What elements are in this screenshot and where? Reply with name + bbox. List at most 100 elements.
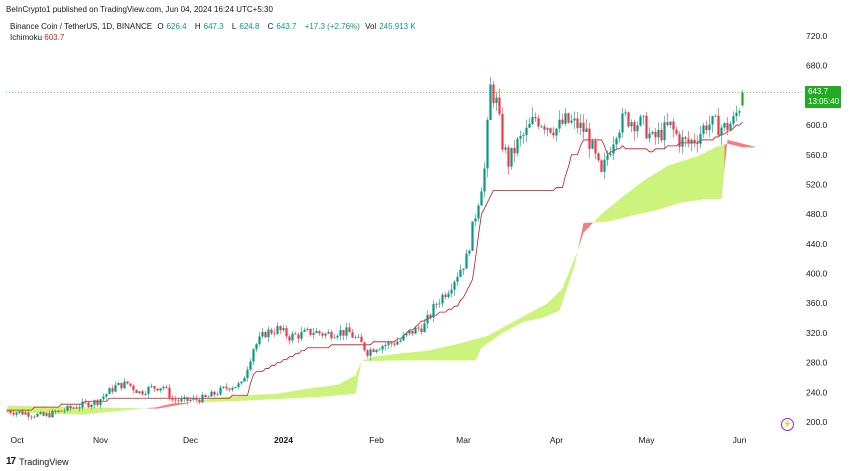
candle-body xyxy=(507,147,510,167)
candle-body xyxy=(543,126,546,130)
candle-body xyxy=(621,113,624,133)
candle-body xyxy=(303,329,306,332)
candle-body xyxy=(588,128,591,149)
candle-body xyxy=(660,129,663,141)
candle-body xyxy=(90,404,93,407)
candle-body xyxy=(180,399,183,402)
candle-body xyxy=(33,416,36,418)
candle-body xyxy=(225,386,228,389)
candle-body xyxy=(12,413,15,415)
candle-body xyxy=(708,124,711,131)
candle-body xyxy=(96,400,99,405)
kumo-bullish-area xyxy=(754,146,785,148)
candle-body xyxy=(162,386,165,389)
candle-body xyxy=(192,397,195,400)
candle-body xyxy=(408,330,411,334)
candle-body xyxy=(342,330,345,336)
baseline-line xyxy=(7,121,743,411)
candle-body xyxy=(654,131,657,138)
candle-body xyxy=(126,381,129,384)
volume-value: 245.913 K xyxy=(379,22,416,31)
candles xyxy=(6,76,744,421)
candle-body xyxy=(567,113,570,123)
candle-body xyxy=(375,349,378,353)
candle-body xyxy=(45,413,48,416)
high-label: H xyxy=(194,22,201,31)
candle-body xyxy=(351,332,354,338)
indicator-legend[interactable]: Ichimoku 603.7 xyxy=(10,33,64,42)
candle-body xyxy=(267,329,270,338)
candle-body xyxy=(36,413,39,417)
symbol-name: Binance Coin / TetherUS, 1D, BINANCE xyxy=(10,22,153,31)
open-value: 626.4 xyxy=(166,22,187,31)
candle-body xyxy=(669,121,672,126)
candle-body xyxy=(399,340,402,342)
candle-body xyxy=(489,84,492,121)
candle-body xyxy=(153,386,156,389)
candle-body xyxy=(189,399,192,401)
ichimoku-cloud xyxy=(7,139,785,415)
candle-body xyxy=(87,402,90,407)
candle-body xyxy=(696,142,699,144)
candle-body xyxy=(39,412,42,414)
candle-body xyxy=(294,333,297,335)
candle-body xyxy=(642,115,645,117)
candle-body xyxy=(141,391,144,395)
candle-body xyxy=(432,304,435,318)
candle-body xyxy=(300,331,303,339)
candle-body xyxy=(114,385,117,392)
candle-body xyxy=(252,349,255,362)
candle-body xyxy=(135,390,138,393)
candle-body xyxy=(198,399,201,403)
candle-body xyxy=(27,412,30,417)
time-axis[interactable]: Oct Nov Dec 2024 Feb Mar Apr May Jun xyxy=(11,435,747,445)
y-tick-label: 200.0 xyxy=(806,417,828,427)
candle-body xyxy=(204,394,207,397)
candle-body xyxy=(645,115,648,139)
candle-body xyxy=(15,412,18,415)
candle-body xyxy=(525,127,528,136)
change-value: +17.3 (+2.76%) xyxy=(304,22,360,31)
x-tick-label: Apr xyxy=(550,435,563,445)
candle-body xyxy=(366,350,369,356)
x-tick-label: 2024 xyxy=(274,435,293,445)
candle-body xyxy=(264,332,267,338)
candle-body xyxy=(681,137,684,147)
price-axis[interactable]: 200.0 240.0 280.0 320.0 360.0 400.0 440.0 480.0… xyxy=(806,31,828,427)
candle-body xyxy=(630,122,633,127)
candle-body xyxy=(723,123,726,128)
candle-body xyxy=(531,116,534,124)
lightning-icon[interactable]: ⚡ xyxy=(781,418,794,431)
y-tick-label: 240.0 xyxy=(806,387,828,397)
candle-body xyxy=(414,327,417,334)
candle-body xyxy=(456,276,459,282)
y-tick-label: 560.0 xyxy=(806,150,828,160)
candle-body xyxy=(459,269,462,277)
candle-body xyxy=(75,407,78,409)
candle-body xyxy=(510,147,513,167)
candle-body xyxy=(438,303,441,305)
candle-body xyxy=(717,115,720,136)
y-tick-label: 400.0 xyxy=(806,269,828,279)
last-price-value: 643.7 xyxy=(808,87,829,96)
candle-body xyxy=(450,289,453,294)
x-tick-label: Dec xyxy=(183,435,199,445)
y-tick-label: 440.0 xyxy=(806,239,828,249)
candle-body xyxy=(624,112,627,114)
candle-body xyxy=(228,388,231,390)
candle-body xyxy=(657,129,660,138)
ohlc-legend: Binance Coin / TetherUS, 1D, BINANCE O 62… xyxy=(10,22,422,31)
tradingview-footer[interactable]: 17 TradingView xyxy=(6,456,69,467)
candle-body xyxy=(201,394,204,403)
candle-body xyxy=(720,127,723,136)
candle-body xyxy=(735,112,738,117)
candle-body xyxy=(195,397,198,400)
candle-body xyxy=(306,328,309,330)
candle-body xyxy=(585,128,588,133)
candle-body xyxy=(159,388,162,391)
candle-body xyxy=(249,361,252,370)
candle-body xyxy=(615,138,618,145)
candle-body xyxy=(672,121,675,130)
candle-body xyxy=(546,128,549,130)
